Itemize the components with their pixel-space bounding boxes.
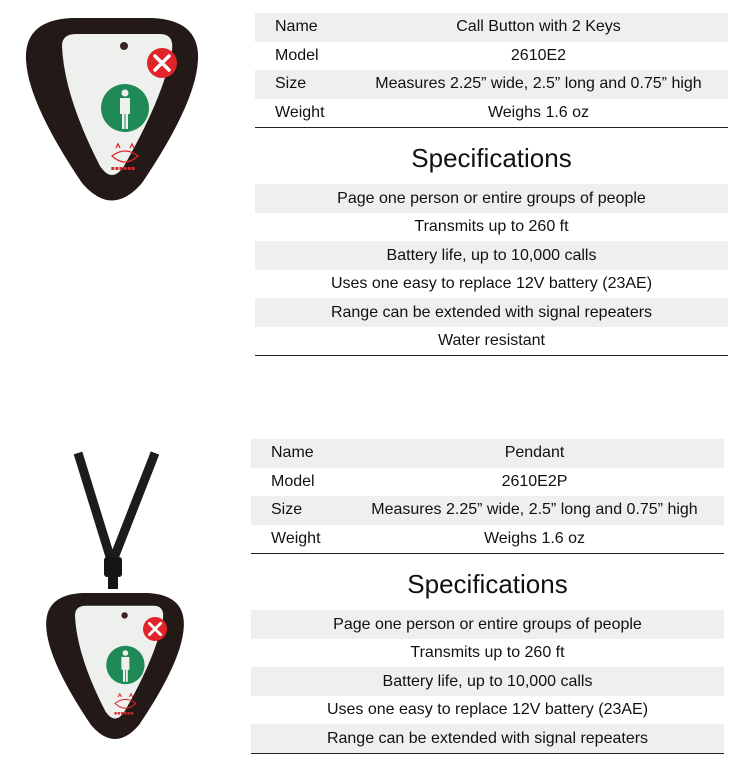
spec-item: Page one person or entire groups of peop… bbox=[251, 610, 724, 639]
spec-item: Range can be extended with signal repeat… bbox=[251, 724, 724, 753]
spec-item: Battery life, up to 10,000 calls bbox=[251, 667, 724, 696]
detail-row-size: Size Measures 2.25” wide, 2.5” long and 0… bbox=[255, 70, 728, 99]
divider bbox=[255, 127, 728, 129]
product-details-table-2: Name Pendant Model 2610E2P Size Measures 2.… bbox=[251, 439, 724, 754]
pendant-image bbox=[44, 451, 186, 741]
detail-row-name: Name Call Button with 2 Keys bbox=[255, 13, 728, 42]
call-button-image bbox=[24, 16, 200, 203]
spec-item: Uses one easy to replace 12V battery (23… bbox=[326, 701, 649, 719]
spec-item: Battery life, up to 10,000 calls bbox=[255, 241, 728, 270]
spec-item: Range can be extended with signal repeat… bbox=[255, 298, 728, 327]
spec-item: Water resistant bbox=[438, 332, 545, 350]
specs-title: Specifications bbox=[407, 569, 568, 600]
spec-item: Page one person or entire groups of peop… bbox=[255, 184, 728, 213]
detail-row-size: Size Measures 2.25” wide, 2.5” long and 0… bbox=[251, 496, 724, 525]
detail-row-model: Model 2610E2P bbox=[271, 472, 568, 490]
detail-row-model: Model 2610E2 bbox=[275, 46, 567, 64]
detail-row-weight: Weight Weighs 1.6 oz bbox=[275, 104, 590, 122]
divider bbox=[251, 553, 724, 555]
divider bbox=[255, 355, 728, 357]
divider bbox=[251, 752, 724, 754]
specs-title: Specifications bbox=[411, 143, 572, 174]
spec-item: Transmits up to 260 ft bbox=[410, 644, 565, 662]
product-details-table-1: Name Call Button with 2 Keys Model 2610E2 … bbox=[255, 13, 728, 357]
detail-row-name: Name Pendant bbox=[251, 439, 724, 468]
spec-item: Uses one easy to replace 12V battery (23… bbox=[330, 275, 653, 293]
detail-row-weight: Weight Weighs 1.6 oz bbox=[271, 530, 586, 548]
spec-item: Transmits up to 260 ft bbox=[414, 218, 569, 236]
